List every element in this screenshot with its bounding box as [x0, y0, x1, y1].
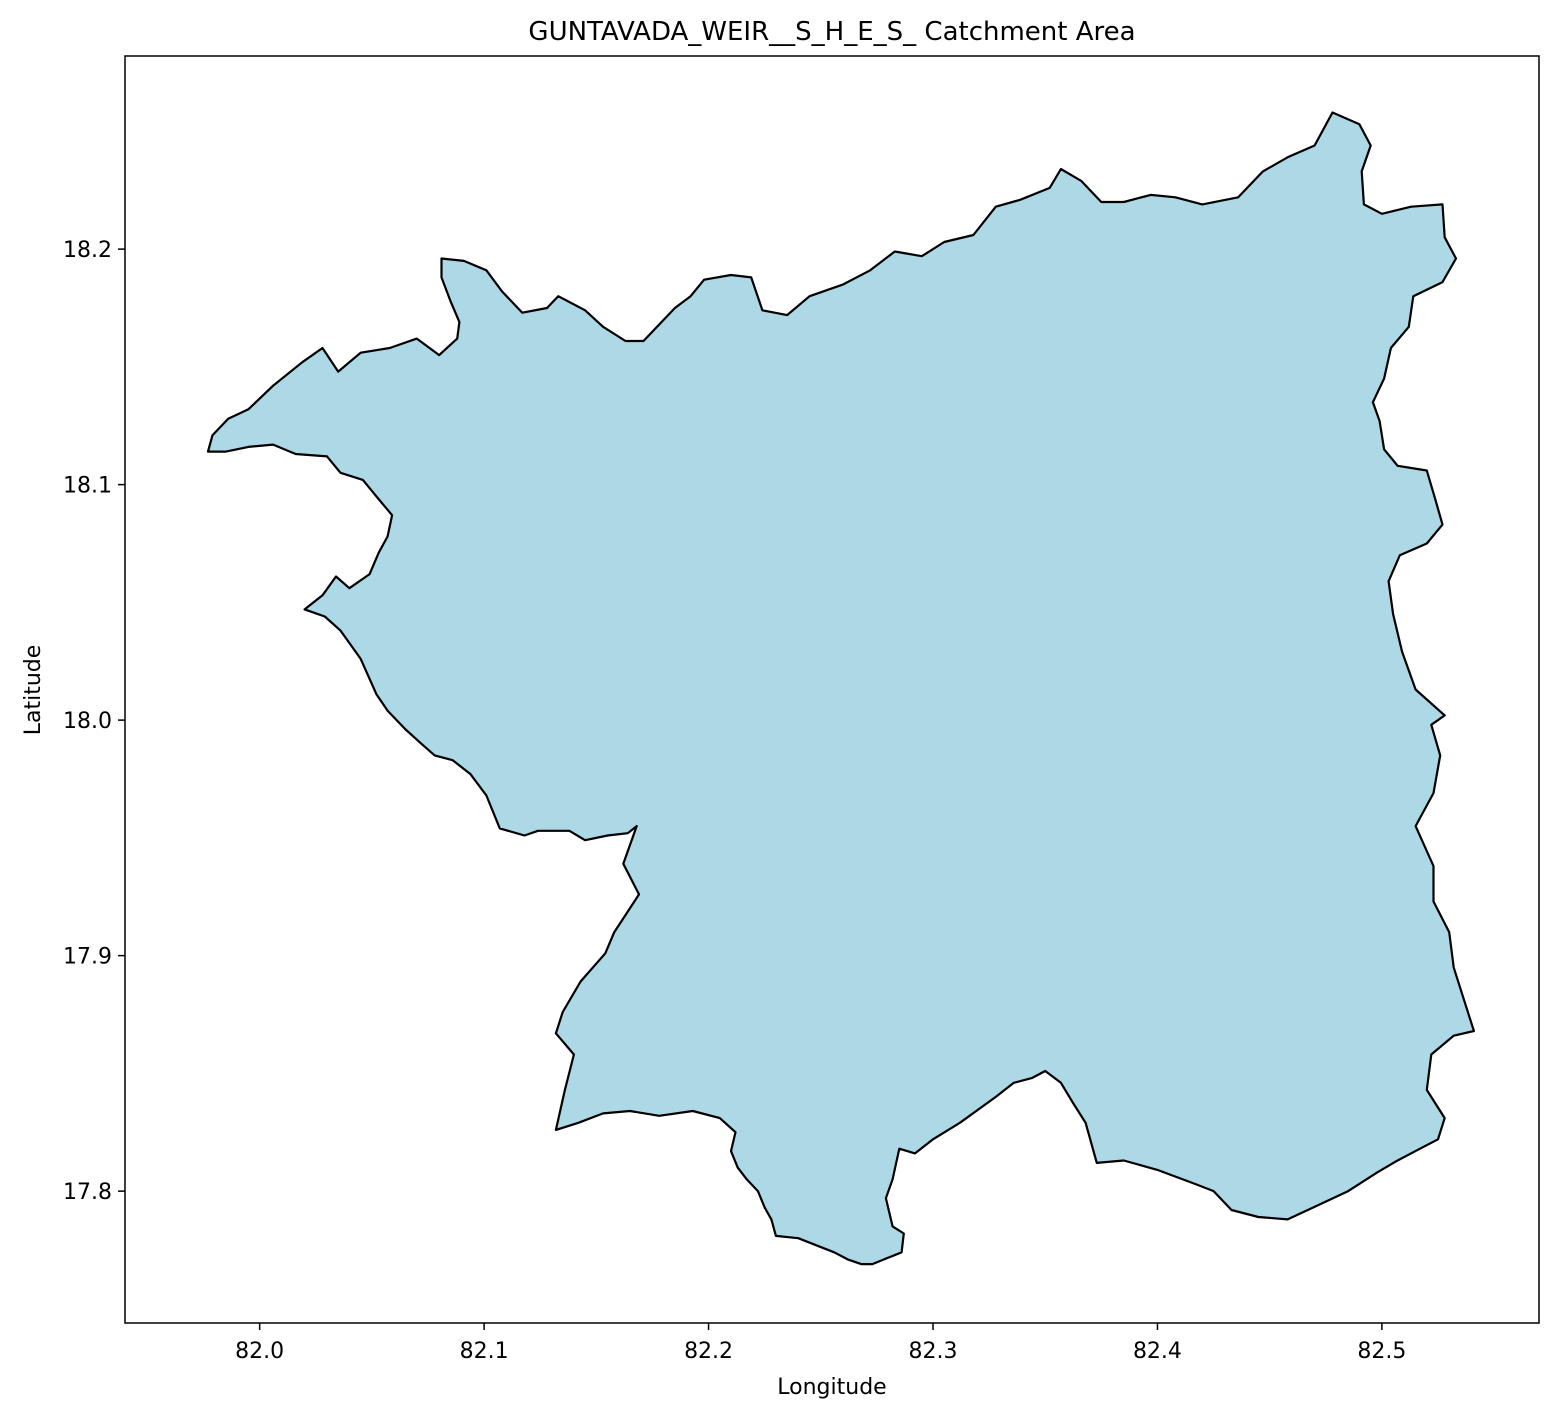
map-title: GUNTAVADA_WEIR__S_H_E_S_ Catchment Area: [528, 17, 1135, 47]
x-tick-label: 82.1: [460, 1339, 509, 1364]
x-tick-label: 82.5: [1357, 1339, 1406, 1364]
y-tick-label: 17.9: [63, 945, 112, 970]
x-axis-ticks: 82.0 82.1 82.2 82.3 82.4 82.5: [235, 1323, 1406, 1364]
y-tick-label: 18.1: [63, 474, 112, 499]
y-axis-ticks: 17.8 17.9 18.0 18.1 18.2: [63, 238, 125, 1205]
y-tick-label: 18.2: [63, 238, 112, 263]
x-tick-label: 82.0: [235, 1339, 284, 1364]
plot-area: [206, 111, 1475, 1266]
x-axis-label: Longitude: [777, 1375, 886, 1400]
x-tick-label: 82.2: [684, 1339, 733, 1364]
x-tick-label: 82.4: [1133, 1339, 1182, 1364]
y-tick-label: 18.0: [63, 709, 112, 734]
y-tick-label: 17.8: [63, 1180, 112, 1205]
x-tick-label: 82.3: [909, 1339, 958, 1364]
axes-frame: [124, 55, 1540, 1324]
catchment-polygon: [206, 111, 1475, 1266]
y-axis-label: Latitude: [21, 645, 46, 736]
